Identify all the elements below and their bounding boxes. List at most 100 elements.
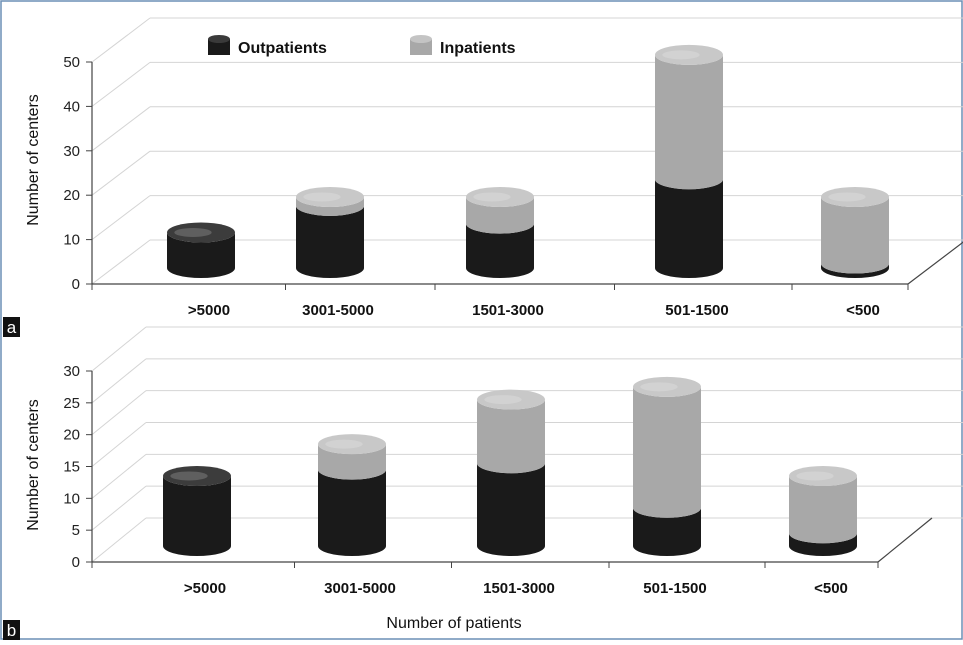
panel-a-category-labels: >5000 3001-5000 1501-3000 501-1500 <500 bbox=[188, 302, 880, 319]
y-tick-label: 30 bbox=[63, 363, 80, 380]
bar-group bbox=[789, 465, 857, 556]
bar-outpatients bbox=[655, 179, 723, 278]
gridline-diagonal bbox=[91, 106, 151, 152]
bar-top-cap bbox=[296, 186, 364, 207]
gridline-diagonal bbox=[91, 485, 147, 531]
gridline-diagonal bbox=[91, 62, 151, 107]
bar-inpatients bbox=[789, 475, 857, 544]
panel-a-label-box: a bbox=[3, 317, 20, 337]
bar-group bbox=[466, 186, 534, 278]
y-tick-label: 0 bbox=[72, 276, 80, 293]
bar-group bbox=[167, 222, 235, 278]
y-tick-label: 10 bbox=[63, 232, 80, 249]
bar-top-cap bbox=[821, 186, 889, 207]
x-category-label: 3001-5000 bbox=[302, 302, 374, 319]
bar-highlight bbox=[325, 439, 363, 449]
bar-outpatients bbox=[167, 232, 235, 278]
legend-inpatients-label: Inpatients bbox=[440, 40, 516, 57]
y-tick-label: 30 bbox=[63, 143, 80, 160]
bar-highlight bbox=[473, 192, 511, 202]
x-category-label: <500 bbox=[846, 302, 880, 319]
y-tick-label: 25 bbox=[63, 395, 80, 412]
bar-outpatients bbox=[633, 507, 701, 556]
bar-top-cap bbox=[789, 465, 857, 486]
legend-outpatients-swatch bbox=[208, 35, 230, 55]
gridline-diagonal bbox=[91, 150, 151, 196]
gridline-diagonal bbox=[91, 17, 151, 63]
bar-highlight bbox=[640, 382, 678, 392]
bar-highlight bbox=[662, 50, 700, 60]
x-category-label: >5000 bbox=[188, 302, 230, 319]
panel-b-label-background bbox=[3, 620, 20, 640]
panel-b-label-box: b bbox=[3, 620, 20, 640]
y-tick-label: 15 bbox=[63, 459, 80, 476]
gridline-diagonal bbox=[91, 195, 151, 240]
gridline-diagonal bbox=[91, 517, 147, 563]
bar-highlight bbox=[484, 395, 522, 405]
floor-edge bbox=[877, 517, 933, 563]
gridline-diagonal bbox=[91, 239, 151, 285]
bar-top-cap bbox=[477, 389, 545, 410]
x-category-label: >5000 bbox=[184, 580, 226, 597]
bar-inpatients bbox=[466, 196, 534, 234]
bar-inpatients bbox=[296, 196, 364, 216]
panel-a-y-ticks: 0 10 20 30 40 50 bbox=[63, 54, 80, 293]
bar-group bbox=[163, 465, 231, 556]
bar-inpatients bbox=[318, 444, 386, 480]
bar-highlight bbox=[796, 471, 834, 481]
bar-outpatients bbox=[318, 469, 386, 556]
panel-a-bars bbox=[167, 44, 889, 278]
x-category-label: 501-1500 bbox=[643, 580, 706, 597]
y-tick-label: 10 bbox=[63, 490, 80, 507]
panel-b-label: b bbox=[7, 621, 16, 640]
x-category-label: 3001-5000 bbox=[324, 580, 396, 597]
bar-group bbox=[296, 186, 364, 278]
legend-outpatients-swatch-top bbox=[208, 35, 230, 43]
panel-b-axes bbox=[86, 370, 933, 568]
panel-a-label: a bbox=[7, 318, 17, 337]
gridline-diagonal bbox=[91, 453, 147, 499]
bar-top-cap bbox=[633, 376, 701, 397]
panel-b-y-axis-label: Number of centers bbox=[25, 399, 42, 531]
legend-outpatients-swatch-body bbox=[208, 39, 230, 55]
gridline-diagonal bbox=[91, 326, 147, 372]
legend-inpatients: Inpatients bbox=[410, 35, 516, 57]
y-tick-label: 50 bbox=[63, 54, 80, 71]
bar-top-cap bbox=[167, 222, 235, 243]
legend-inpatients-swatch-top bbox=[410, 35, 432, 43]
x-category-label: 1501-3000 bbox=[483, 580, 555, 597]
bar-outpatients bbox=[466, 223, 534, 278]
bar-highlight bbox=[303, 192, 341, 202]
bar-group bbox=[821, 186, 889, 278]
bar-top-cap bbox=[655, 44, 723, 65]
bar-outpatients bbox=[789, 533, 857, 556]
panel-a-axes bbox=[86, 61, 963, 290]
y-tick-label: 0 bbox=[72, 554, 80, 571]
y-tick-label: 20 bbox=[63, 427, 80, 444]
bar-group bbox=[633, 376, 701, 556]
panel-b-category-labels: >5000 3001-5000 1501-3000 501-1500 <500 bbox=[184, 580, 848, 597]
panel-b-y-ticks: 0 5 10 15 20 25 30 bbox=[63, 363, 80, 571]
legend-inpatients-swatch-body bbox=[410, 39, 432, 55]
bar-inpatients bbox=[821, 196, 889, 274]
bar-group bbox=[318, 434, 386, 556]
floor-edge bbox=[907, 241, 963, 285]
bar-top-cap bbox=[163, 465, 231, 486]
bar-top-cap bbox=[466, 186, 534, 207]
panel-a-y-axis-label: Number of centers bbox=[25, 94, 42, 226]
bar-outpatients bbox=[477, 463, 545, 556]
bar-group bbox=[655, 44, 723, 278]
bar-inpatients bbox=[633, 386, 701, 518]
legend-inpatients-swatch bbox=[410, 35, 432, 55]
panel-b-bars bbox=[163, 376, 857, 556]
gridline-diagonal bbox=[91, 422, 147, 467]
y-tick-label: 5 bbox=[72, 522, 80, 539]
panel-a-label-background bbox=[3, 317, 20, 337]
panel-b: 0 5 10 15 20 25 30 >5000 3001-5000 1501-3000 501-… bbox=[3, 326, 963, 640]
bar-top-cap bbox=[318, 434, 386, 455]
bar-inpatients bbox=[477, 399, 545, 474]
bar-group bbox=[477, 389, 545, 556]
x-category-label: 1501-3000 bbox=[472, 302, 544, 319]
bar-outpatients bbox=[163, 475, 231, 556]
